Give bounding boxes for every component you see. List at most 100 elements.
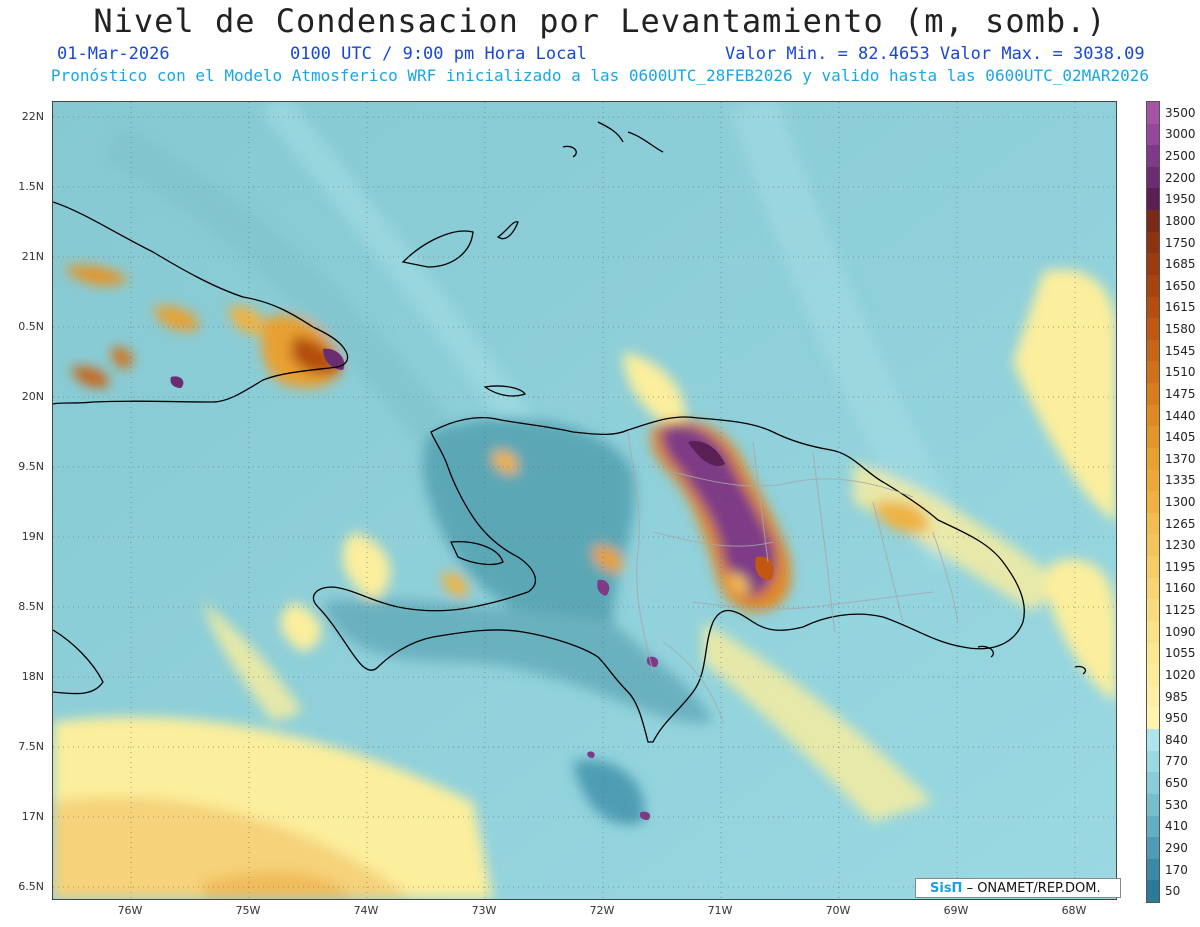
color-bar: [1146, 101, 1160, 903]
color-bar-level: 650: [1165, 776, 1188, 791]
lon-label-68w: 68W: [1061, 904, 1087, 917]
color-bar-segment: [1147, 556, 1159, 579]
color-bar-level: 1440: [1165, 408, 1196, 423]
color-bar-level: 1020: [1165, 667, 1196, 682]
color-bar-segment: [1147, 339, 1159, 362]
color-bar-level: 1230: [1165, 538, 1196, 553]
color-bar-level: 1615: [1165, 300, 1196, 315]
lat-label-21-5n: 1.5N: [18, 180, 44, 193]
color-bar-level: 170: [1165, 862, 1188, 877]
color-bar-segment: [1147, 729, 1159, 752]
lon-label-75w: 75W: [235, 904, 261, 917]
color-bar-segment: [1147, 447, 1159, 471]
color-bar-level: 1370: [1165, 451, 1196, 466]
color-bar-level: 1335: [1165, 473, 1196, 488]
lat-label-20-5n: 0.5N: [18, 320, 44, 333]
color-bar-level: 950: [1165, 711, 1188, 726]
color-bar-level: 1125: [1165, 603, 1196, 618]
lat-label-18-5n: 8.5N: [18, 600, 44, 613]
color-bar-level: 1265: [1165, 516, 1196, 531]
color-bar-segment: [1147, 642, 1159, 665]
lon-label-71w: 71W: [707, 904, 733, 917]
color-bar-segment: [1147, 426, 1159, 449]
color-bar-level: 1580: [1165, 322, 1196, 337]
lat-label-21n: 21N: [21, 250, 44, 263]
color-bar-segment: [1147, 750, 1159, 773]
color-bar-segment: [1147, 793, 1159, 816]
color-bar-segment: [1147, 772, 1159, 795]
color-bar-level: 1055: [1165, 646, 1196, 661]
color-bar-segment: [1147, 858, 1159, 881]
color-bar-segment: [1147, 188, 1159, 211]
lat-label-16-5n: 6.5N: [18, 880, 44, 893]
color-bar-level: 1195: [1165, 559, 1196, 574]
lon-label-69w: 69W: [943, 904, 969, 917]
color-bar-segment: [1147, 145, 1159, 168]
color-bar-segment: [1147, 123, 1159, 146]
lat-label-18n: 18N: [21, 670, 44, 683]
lat-label-19-5n: 9.5N: [18, 460, 44, 473]
lat-label-17n: 17N: [21, 810, 44, 823]
color-bar-level: 3500: [1165, 105, 1196, 120]
color-bar-segment: [1147, 880, 1159, 903]
color-bar-level: 1475: [1165, 386, 1196, 401]
min-max-values: Valor Min. = 82.4653 Valor Max. = 3038.0…: [725, 44, 1145, 64]
forecast-date: 01-Mar-2026: [57, 44, 170, 64]
lon-label-70w: 70W: [825, 904, 851, 917]
color-bar-segment: [1147, 664, 1159, 687]
lat-label-19n: 19N: [21, 530, 44, 543]
color-bar-segment: [1147, 837, 1159, 860]
color-bar-segment: [1147, 166, 1159, 189]
credit-brand: SisΠ: [930, 881, 963, 896]
chart-title: Nivel de Condensacion por Levantamiento …: [93, 2, 1107, 40]
color-bar-segment: [1147, 707, 1159, 730]
lon-label-72w: 72W: [589, 904, 615, 917]
lat-label-17-5n: 7.5N: [18, 740, 44, 753]
color-bar-level: 530: [1165, 797, 1188, 812]
lon-label-76w: 76W: [117, 904, 143, 917]
lat-label-20n: 20N: [21, 390, 44, 403]
color-bar-level: 1090: [1165, 624, 1196, 639]
color-bar-segment: [1147, 274, 1159, 298]
color-bar-level: 1510: [1165, 365, 1196, 380]
color-bar-segment: [1147, 102, 1159, 125]
color-bar-segment: [1147, 253, 1159, 276]
color-bar-level: 1800: [1165, 213, 1196, 228]
color-bar-segment: [1147, 685, 1159, 708]
color-bar-level: 290: [1165, 840, 1188, 855]
color-bar-segment: [1147, 599, 1159, 622]
lat-label-22n: 22N: [21, 110, 44, 123]
color-bar-level: 2500: [1165, 149, 1196, 164]
color-bar-segment: [1147, 534, 1159, 557]
map-panel: [52, 101, 1117, 900]
color-bar-level: 1950: [1165, 192, 1196, 207]
lon-label-74w: 74W: [353, 904, 379, 917]
credit-text: – ONAMET/REP.DOM.: [962, 881, 1101, 896]
color-bar-segment: [1147, 469, 1159, 492]
color-bar-level: 3000: [1165, 127, 1196, 142]
color-bar-level: 1750: [1165, 235, 1196, 250]
color-bar-level: 1685: [1165, 257, 1196, 272]
color-bar-segment: [1147, 383, 1159, 406]
model-subtitle: Pronóstico con el Modelo Atmosferico WRF…: [50, 66, 1150, 85]
color-bar-level: 1650: [1165, 278, 1196, 293]
map-canvas: [53, 102, 1116, 899]
color-bar-segment: [1147, 512, 1159, 535]
color-bar-segment: [1147, 577, 1159, 600]
color-bar-segment: [1147, 491, 1159, 514]
color-bar-level: 1160: [1165, 581, 1196, 596]
color-bar-level: 985: [1165, 689, 1188, 704]
color-bar-segment: [1147, 815, 1159, 838]
color-bar-level: 840: [1165, 732, 1188, 747]
color-bar-level: 410: [1165, 819, 1188, 834]
color-bar-segment: [1147, 620, 1159, 644]
color-bar-segment: [1147, 318, 1159, 341]
color-bar-segment: [1147, 361, 1159, 384]
color-bar-level: 770: [1165, 754, 1188, 769]
color-bar-segment: [1147, 210, 1159, 233]
color-bar-level: 50: [1165, 884, 1181, 899]
credit-box: SisΠ – ONAMET/REP.DOM.: [915, 878, 1121, 898]
lon-label-73w: 73W: [471, 904, 497, 917]
shading-field: [53, 102, 1116, 899]
color-bar-level: 1300: [1165, 495, 1196, 509]
